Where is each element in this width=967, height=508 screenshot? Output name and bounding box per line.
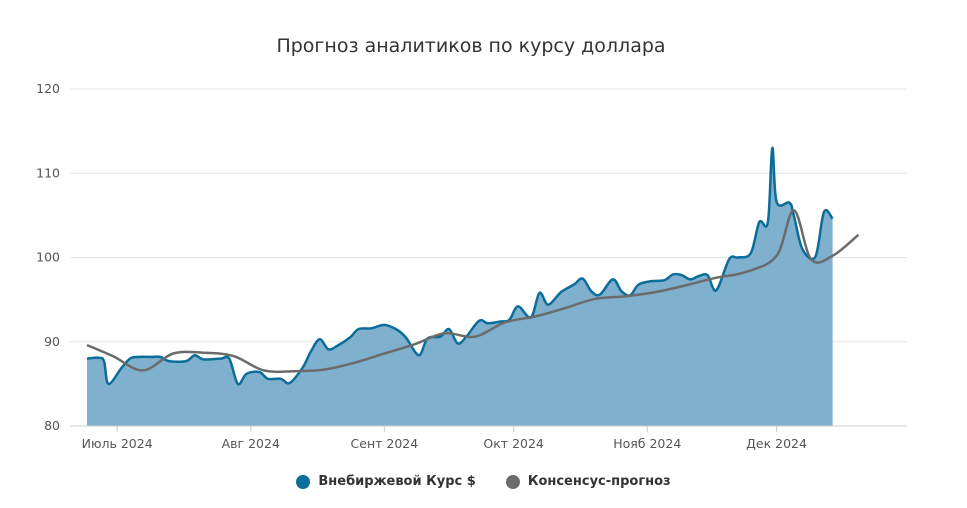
x-tick-label: Окт 2024 [483, 436, 544, 451]
x-tick-label: Нояб 2024 [613, 436, 681, 451]
axes: 80 90 100 110 120 Июль 2024 Авг 2024 Сент 2024 О… [36, 81, 907, 451]
x-tick-label: Дек 2024 [746, 436, 807, 451]
y-tick-label: 80 [44, 418, 60, 433]
series-line-rate[interactable] [86, 146, 834, 386]
legend-item-consensus[interactable]: Консенсус-прогноз [505, 474, 671, 489]
chart-title: Прогноз аналитиков по курсу доллара [276, 35, 665, 57]
legend-label-consensus: Консенсус-прогноз [527, 474, 671, 489]
legend-marker-consensus [505, 474, 520, 489]
y-tick-label: 110 [36, 165, 60, 180]
x-tick-label: Авг 2024 [222, 436, 280, 451]
y-tick-label: 90 [44, 334, 60, 349]
legend-label-rate: Внебиржевой Курс $ [318, 474, 476, 489]
series-line-consensus[interactable] [86, 209, 860, 374]
x-tick-label: Сент 2024 [351, 436, 419, 451]
legend-item-rate[interactable]: Внебиржевой Курс $ [296, 474, 476, 489]
series-lines [86, 146, 860, 386]
x-tick-label: Июль 2024 [82, 436, 153, 451]
plot-area [87, 147, 833, 426]
y-tick-label: 120 [36, 81, 60, 96]
legend: Внебиржевой Курс $ Консенсус-прогноз [0, 474, 967, 489]
series-area-rate [87, 147, 833, 426]
legend-marker-rate [296, 474, 311, 489]
y-tick-label: 100 [36, 250, 60, 265]
